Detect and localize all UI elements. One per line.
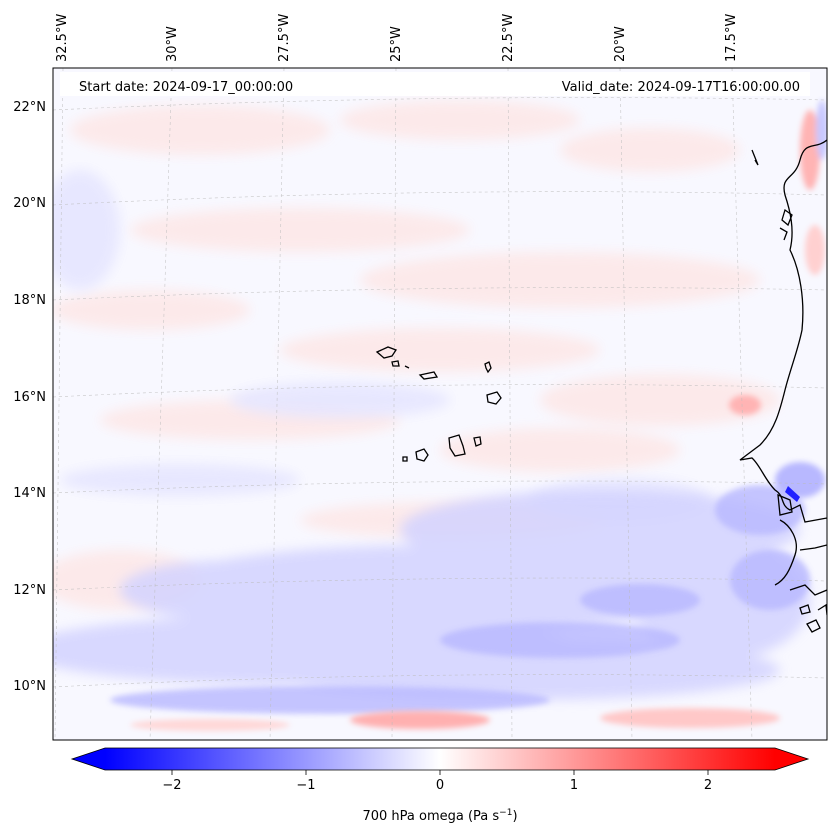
african-coastline [739,139,827,633]
colorbar-tick-label: 0 [436,778,444,793]
date-strip [60,72,810,96]
valid-date-label: Valid_date: 2024-09-17T16:00:00.00 [562,80,800,95]
lat-label: 18°N [13,293,46,308]
cape-verde-islands [375,346,502,462]
lat-label: 14°N [13,486,46,501]
lat-label: 22°N [13,100,46,115]
strong-ascent-spot [785,486,800,502]
lat-label: 16°N [13,390,46,405]
longitude-labels: 32.5°W 30°W 27.5°W 25°W 22.5°W 20°W 17.5… [55,14,739,62]
lat-label: 12°N [13,583,46,598]
lon-label: 17.5°W [724,14,739,62]
lon-label: 20°W [613,26,628,62]
lon-label: 25°W [389,26,404,62]
graticule [53,68,827,740]
colorbar-ticks: −2 −1 0 1 2 [162,770,712,793]
colorbar-gradient [105,748,775,770]
colorbar-label-exponent: −1 [499,808,512,818]
colorbar-label-end: ) [512,809,517,824]
start-date-label: Start date: 2024-09-17_00:00:00 [79,80,293,95]
lon-label: 27.5°W [277,14,292,62]
lon-label: 30°W [165,26,180,62]
colorbar-tick-label: 2 [704,778,712,793]
latitude-labels: 22°N 20°N 18°N 16°N 14°N 12°N 10°N [13,100,46,694]
colorbar-extend-high [775,748,808,770]
lat-label: 10°N [13,679,46,694]
colorbar-tick-label: 1 [570,778,578,793]
colorbar-extend-low [72,748,105,770]
map-frame [52,67,828,741]
map-panel: Start date: 2024-09-17_00:00:00 Valid_da… [52,67,828,741]
colorbar-label-main: 700 hPa omega (Pa s [362,809,499,824]
omega-field [53,68,827,740]
colorbar-label: 700 hPa omega (Pa s−1) [362,808,517,824]
lon-label: 32.5°W [55,14,70,62]
colorbar-outline [70,747,810,771]
colorbar-tick-label: −1 [296,778,315,793]
lon-label: 22.5°W [501,14,516,62]
colorbar-tick-label: −2 [162,778,181,793]
colorbar: −2 −1 0 1 2 700 hPa omega (Pa s−1) [70,747,810,824]
lat-label: 20°N [13,196,46,211]
